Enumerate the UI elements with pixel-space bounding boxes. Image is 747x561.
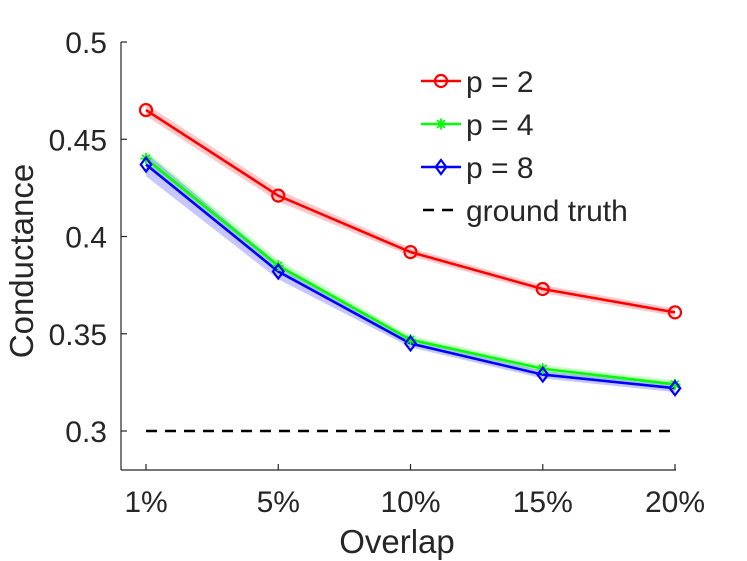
point-p-8 [139, 155, 153, 174]
legend-marker [433, 73, 449, 89]
x-tick-label: 5% [257, 486, 300, 519]
band-p-8 [146, 152, 675, 393]
point-p-2 [271, 188, 286, 203]
y-tick-label: 0.5 [65, 27, 107, 60]
legend-label: p = 2 [466, 66, 534, 99]
line-p-2 [145, 108, 676, 314]
y-tick-label: 0.3 [65, 416, 107, 449]
x-axis-label: Overlap [339, 523, 455, 560]
point-p-8 [271, 262, 285, 281]
legend-label: p = 8 [466, 152, 534, 185]
legend-entry-p-8: p = 8 [421, 152, 534, 185]
point-p-2 [138, 102, 154, 118]
legend-label: ground truth [466, 195, 628, 228]
point-p-2 [667, 305, 683, 320]
x-tick-label: 1% [124, 486, 167, 519]
point-p-8 [536, 365, 550, 384]
legend-marker [434, 158, 448, 176]
point-p-8 [403, 334, 418, 353]
x-tick-label: 10% [380, 486, 440, 519]
y-axis-label: Conductance [3, 164, 40, 358]
legend-marker [435, 118, 447, 130]
legend: p = 2 p = 4 p = 8 ground truth [421, 66, 628, 228]
y-tick-label: 0.4 [65, 222, 107, 255]
x-tick-label: 15% [513, 486, 573, 519]
point-p-8 [668, 379, 682, 398]
legend-label: p = 4 [466, 109, 534, 142]
y-tick-label: 0.45 [49, 124, 107, 157]
series-markers [138, 102, 683, 398]
band-p-4 [146, 150, 675, 389]
axes: 0.3 0.35 0.4 0.45 0.5 1% 5% 10% 15% 20% [49, 27, 705, 519]
legend-entry-ground-truth: ground truth [423, 195, 628, 228]
point-p-2 [535, 281, 550, 297]
y-tick-label: 0.35 [49, 319, 107, 352]
point-p-2 [403, 244, 418, 260]
x-tick-label: 20% [645, 486, 705, 519]
legend-entry-p-2: p = 2 [421, 66, 534, 99]
legend-entry-p-4: p = 4 [421, 109, 534, 142]
